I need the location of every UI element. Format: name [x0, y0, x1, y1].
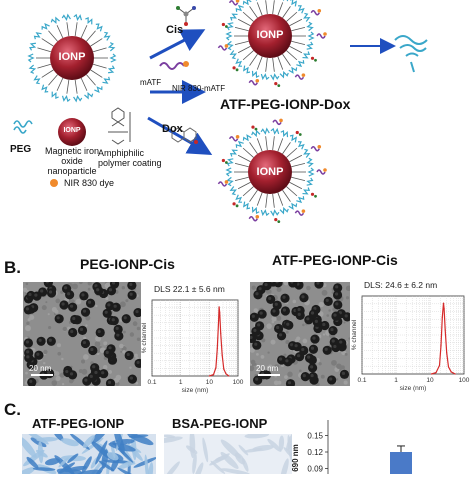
- stain-image-atf: [22, 434, 156, 474]
- dls-point: [212, 374, 215, 376]
- dls-point: [440, 345, 442, 347]
- panel-a-schematic: [13, 0, 428, 224]
- legend-peg-label: PEG: [10, 144, 32, 155]
- dls-point: [220, 332, 222, 334]
- atf-peg-ionp-cis-title: ATF-PEG-IONP-Cis: [272, 252, 398, 268]
- bsa-peg-ionp-title: BSA-PEG-IONP: [172, 416, 268, 431]
- nir-matf-label: NIR 830-mATF: [172, 84, 226, 93]
- dls-point: [435, 371, 437, 374]
- cisplatin-molecule-icon: [176, 6, 196, 26]
- arrow-dox: [147, 116, 213, 155]
- dls-annotation: DLS 22.1 ± 5.6 nm: [154, 284, 225, 294]
- dls-plot-right: 0.1 1 10 100 size (nm) % channel DLS: 24.6 ± 6…: [348, 274, 470, 392]
- scale-bar-right-label: 20 nm: [256, 364, 279, 373]
- panel-b-letter: B.: [4, 258, 21, 277]
- dls-point: [208, 375, 210, 377]
- bottom-core-label: IONP: [256, 166, 284, 178]
- dls-point: [441, 316, 443, 318]
- x-axis-label: size (nm): [182, 387, 209, 394]
- x-tick-label: 100: [459, 377, 470, 384]
- topright-core-label: IONP: [256, 29, 284, 41]
- y-axis-label: % channel: [351, 319, 358, 350]
- y-tick-label: 0.12: [307, 448, 323, 457]
- dls-point: [223, 368, 225, 370]
- ionp-legend-icon: [58, 118, 86, 146]
- arrow-cis: [149, 29, 206, 60]
- dls-point: [217, 320, 220, 322]
- dls-point: [446, 352, 448, 354]
- dls-series-line: [431, 303, 456, 375]
- atf-peg-ionp-cis-particle: [217, 0, 327, 88]
- dls-point: [430, 373, 433, 375]
- x-tick-label: 100: [233, 379, 244, 386]
- tem-image-left: 20 nm: [23, 282, 141, 386]
- atf-peg-ionp-dox-title: ATF-PEG-IONP-Dox: [220, 96, 351, 112]
- dls-point: [219, 311, 221, 314]
- left-core-label: IONP: [58, 51, 86, 63]
- legend-ionp-label: Magnetic iron oxide nanoparticle: [44, 146, 100, 176]
- nir-dye-legend-icon: [50, 179, 58, 187]
- peg-ionp-particle: [27, 13, 117, 103]
- dox-label: Dox: [162, 123, 183, 135]
- dls-point: [225, 373, 227, 375]
- dls-point: [444, 329, 446, 331]
- x-tick-label: 10: [426, 377, 434, 384]
- dls-plot-left: 0.1 1 10 100 size (nm) % channel DLS 22.1 ± 5.…: [138, 278, 244, 394]
- dls-point: [454, 373, 456, 375]
- x-tick-label: 1: [179, 379, 183, 386]
- stain-image-bsa: [164, 434, 292, 474]
- atf-peg-ionp-dox-particle: [217, 118, 327, 224]
- y-tick-label: 0.15: [307, 432, 323, 441]
- scale-bar-right: [258, 374, 280, 376]
- dls-point: [221, 354, 223, 356]
- peg-ionp-cis-title: PEG-IONP-Cis: [80, 256, 175, 272]
- dls-point: [215, 367, 217, 369]
- y-tick-label: 0.09: [307, 465, 323, 474]
- dls-point: [216, 347, 218, 349]
- peg-legend-icon: [13, 120, 33, 134]
- dls-point: [438, 364, 441, 367]
- dls-point: [218, 306, 220, 308]
- dox-molecule-icon: [171, 127, 198, 144]
- matf-peptide-icon: [159, 61, 189, 70]
- cis-label: Cis: [166, 24, 184, 36]
- absorbance-bar-chart: 0.09 0.12 0.15 690 nm: [290, 420, 474, 474]
- bar: [390, 452, 412, 474]
- x-tick-label: 0.1: [147, 379, 156, 386]
- scale-bar-left: [31, 374, 53, 376]
- dls-point: [228, 375, 230, 377]
- x-tick-label: 1: [394, 377, 398, 384]
- dls-point: [447, 366, 450, 368]
- matf-label: mATF: [140, 78, 162, 87]
- x-tick-label: 0.1: [357, 377, 366, 384]
- legend-nir-label: NIR 830 dye: [64, 178, 115, 188]
- scale-bar-left-label: 20 nm: [29, 364, 52, 373]
- dls-point: [442, 302, 445, 304]
- dls-series-line: [209, 306, 230, 377]
- atf-peg-ionp-title: ATF-PEG-IONP: [32, 416, 125, 431]
- tem-image-right: 20 nm: [250, 282, 350, 386]
- x-tick-label: 10: [206, 379, 214, 386]
- dls-point: [443, 308, 445, 310]
- legend-core-label: IONP: [63, 127, 81, 134]
- y-axis-label: 690 nm: [291, 444, 300, 472]
- dls-annotation: DLS: 24.6 ± 6.2 nm: [364, 280, 437, 290]
- legend-coating-label: Amphiphilic polymer coating: [98, 148, 162, 168]
- x-axis-label: size (nm): [400, 385, 427, 392]
- panel-c-letter: C.: [4, 400, 21, 419]
- folded-peptide-icon: [350, 35, 428, 73]
- polymer-coating-legend-icon: [108, 107, 131, 145]
- y-axis-label: % channel: [141, 322, 148, 353]
- dls-point: [450, 371, 452, 373]
